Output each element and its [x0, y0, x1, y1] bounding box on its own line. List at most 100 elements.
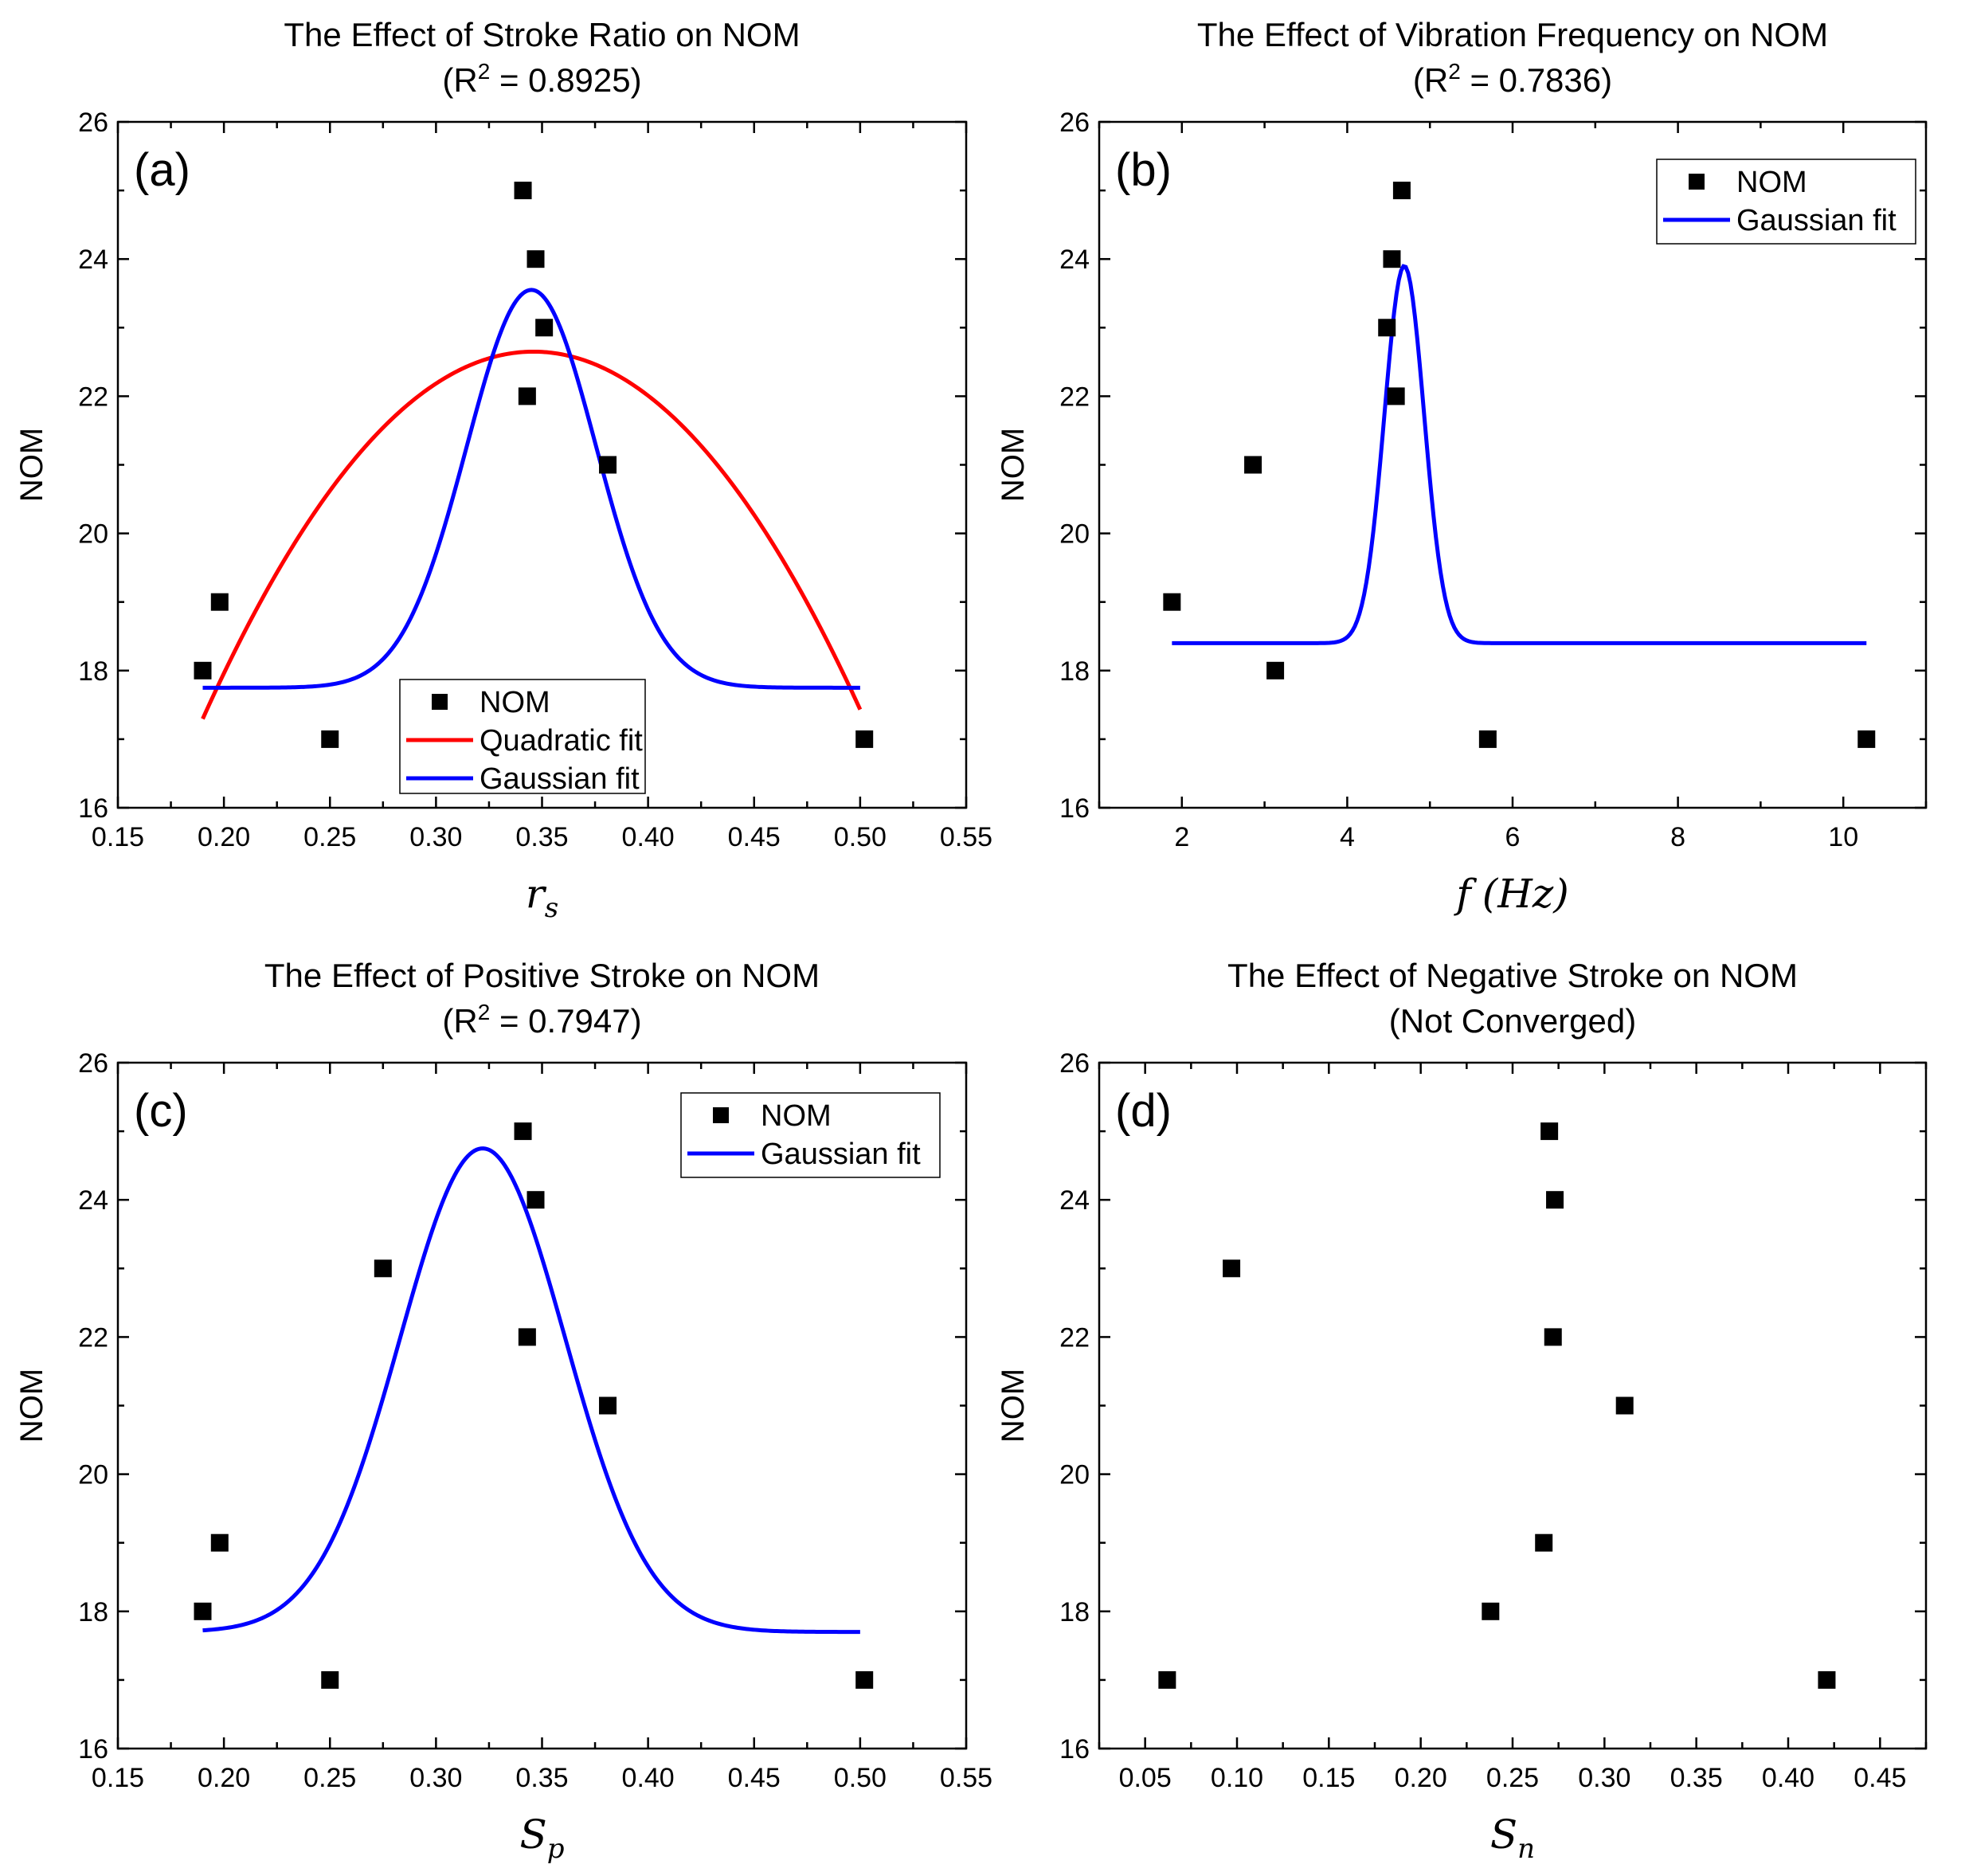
legend-label: NOM	[761, 1099, 832, 1133]
x-tick-label: 10	[1828, 822, 1858, 852]
data-point	[527, 1191, 545, 1209]
x-axis-symbol: S	[519, 1811, 546, 1858]
x-tick-label: 0.10	[1211, 1763, 1263, 1793]
data-point	[1223, 1259, 1241, 1278]
x-tick-label: 0.40	[622, 1763, 675, 1793]
data-point	[1857, 730, 1876, 748]
panel-label: (b)	[1115, 144, 1172, 196]
chart-title: The Effect of Positive Stroke on NOM	[264, 957, 820, 994]
y-tick-label: 18	[78, 1597, 108, 1627]
quadratic-fit-line	[201, 349, 863, 720]
x-axis-subscript: p	[547, 1833, 565, 1865]
chart-title: The Effect of Stroke Ratio on NOM	[284, 16, 800, 53]
y-tick-label: 20	[1059, 519, 1090, 550]
x-tick-label: 0.25	[303, 1763, 356, 1793]
panel-b: The Effect of Vibration Frequency on NOM…	[996, 16, 1928, 917]
data-point	[1392, 182, 1411, 200]
data-point	[374, 1259, 392, 1278]
y-tick-label: 18	[78, 656, 108, 687]
x-tick-label: 6	[1505, 822, 1521, 852]
data-point	[210, 593, 229, 611]
legend-label: NOM	[480, 686, 550, 719]
y-tick-label: 26	[1059, 108, 1090, 138]
x-tick-label: 0.40	[622, 822, 675, 852]
y-tick-label: 16	[78, 793, 108, 824]
chart-subtitle: (R2 = 0.7836)	[1413, 59, 1612, 99]
legend-box	[1656, 159, 1916, 245]
x-axis-symbol: r	[526, 871, 547, 917]
gaussian-fit-line	[1172, 264, 1867, 645]
legend-box	[680, 1092, 941, 1178]
x-tick-label: 0.20	[198, 822, 250, 852]
subtitle-suffix: = 0.7947)	[490, 1002, 641, 1040]
data-point	[599, 456, 617, 474]
y-tick-label: 20	[78, 519, 108, 550]
data-point	[321, 730, 339, 748]
y-tick-label: 24	[1059, 1185, 1090, 1216]
x-tick-label: 0.45	[728, 822, 781, 852]
legend-label: Quadratic fit	[480, 724, 643, 758]
chart-subtitle: (Not Converged)	[1389, 1002, 1636, 1040]
panel-label: (a)	[134, 144, 190, 196]
y-tick-label: 16	[78, 1734, 108, 1764]
y-tick-label: 22	[78, 382, 108, 412]
x-tick-label: 0.20	[1395, 1763, 1447, 1793]
panel-label: (c)	[134, 1085, 188, 1137]
y-tick-label: 24	[1059, 245, 1090, 275]
panel-a: The Effect of Stroke Ratio on NOM (R2 = 0…	[14, 16, 992, 924]
legend: NOM Gaussian fit	[680, 1092, 941, 1178]
legend-label: Gaussian fit	[761, 1138, 921, 1171]
x-tick-label: 0.50	[834, 1763, 887, 1793]
x-tick-label: 0.50	[834, 822, 887, 852]
x-tick-label: 0.35	[515, 822, 568, 852]
data-point	[1540, 1122, 1559, 1141]
legend: NOM Quadratic fit Gaussian fit	[399, 679, 646, 796]
subtitle-superscript: 2	[1448, 59, 1461, 84]
x-tick-label: 0.15	[92, 1763, 144, 1793]
x-tick-label: 0.35	[515, 1763, 568, 1793]
data-point	[1383, 250, 1401, 268]
data-point	[1387, 387, 1405, 405]
data-point	[535, 319, 554, 337]
legend-marker	[1689, 174, 1705, 190]
legend-marker	[713, 1107, 729, 1123]
data-point	[1266, 661, 1285, 680]
data-point	[1158, 1670, 1176, 1689]
y-axis-label: NOM	[996, 1369, 1031, 1443]
y-tick-label: 22	[1059, 382, 1090, 412]
data-point	[1163, 593, 1181, 611]
x-tick-label: 0.30	[409, 1763, 462, 1793]
y-tick-label: 22	[1059, 1322, 1090, 1353]
y-tick-label: 20	[78, 1460, 108, 1490]
x-axis-label: rs	[526, 871, 558, 924]
x-axis-label: Sn	[1490, 1811, 1535, 1865]
subtitle-prefix: (Not Converged)	[1389, 1002, 1636, 1040]
x-tick-label: 0.55	[940, 822, 992, 852]
subtitle-superscript: 2	[478, 1000, 491, 1024]
y-tick-label: 18	[1059, 1597, 1090, 1627]
chart-title: The Effect of Vibration Frequency on NOM	[1197, 16, 1828, 53]
data-point	[1244, 456, 1262, 474]
x-axis-label: Sp	[519, 1811, 564, 1865]
data-point	[1378, 319, 1396, 337]
subtitle-superscript: 2	[478, 59, 491, 84]
data-point	[194, 1602, 212, 1620]
x-tick-label: 0.45	[1854, 1763, 1906, 1793]
x-axis-unit: (Hz)	[1482, 871, 1569, 917]
x-axis-symbol: S	[1490, 1811, 1517, 1858]
legend: NOM Gaussian fit	[1656, 159, 1916, 245]
subtitle-prefix: (R	[1413, 61, 1448, 99]
data-point	[599, 1396, 617, 1415]
x-tick-label: 0.05	[1119, 1763, 1172, 1793]
y-axis-label: NOM	[996, 428, 1031, 502]
x-axis-symbol: f	[1453, 871, 1477, 917]
y-axis-label: NOM	[14, 1369, 49, 1443]
panel-label: (d)	[1115, 1085, 1172, 1137]
x-tick-label: 0.30	[409, 822, 462, 852]
gaussian-fit-line	[202, 288, 860, 690]
x-tick-label: 0.55	[940, 1763, 992, 1793]
x-tick-label: 0.35	[1670, 1763, 1723, 1793]
x-tick-label: 2	[1174, 822, 1189, 852]
y-tick-label: 16	[1059, 1734, 1090, 1764]
